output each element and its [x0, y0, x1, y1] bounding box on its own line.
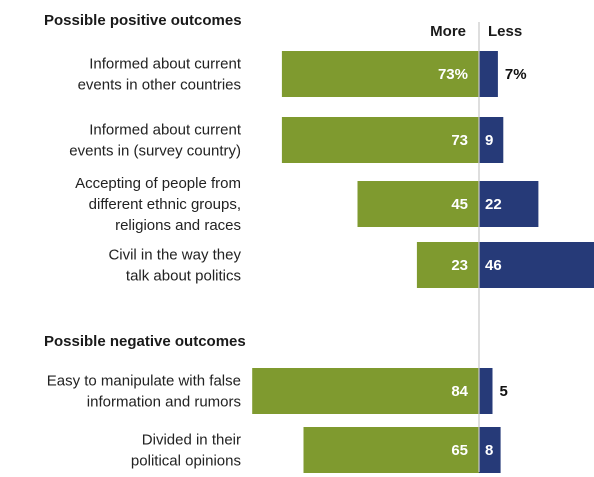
- category-label: events in (survey country): [69, 143, 241, 160]
- data-label-more: 73: [451, 132, 468, 149]
- category-label: different ethnic groups,: [89, 196, 241, 213]
- category-label: Easy to manipulate with false: [47, 373, 241, 390]
- category-label: religions and races: [115, 217, 241, 234]
- bar-more: [281, 51, 479, 97]
- data-label-less: 9: [485, 132, 493, 149]
- bar-less: [479, 117, 504, 163]
- bar-more: [416, 242, 479, 288]
- data-label-more: 45: [451, 196, 468, 213]
- bar-less: [479, 427, 501, 473]
- bar-less: [479, 368, 493, 414]
- bar-less: [479, 242, 594, 288]
- category-label: events in other countries: [78, 77, 241, 94]
- bar-less: [479, 51, 498, 97]
- bar-more: [252, 368, 479, 414]
- bar-less: [479, 181, 539, 227]
- data-label-more: 65: [451, 442, 468, 459]
- category-label: Civil in the way they: [108, 247, 241, 264]
- bar-more: [281, 117, 479, 163]
- section-title-1: Possible positive outcomes: [44, 12, 242, 29]
- data-label-less: 46: [485, 257, 502, 274]
- bar-more: [303, 427, 479, 473]
- data-label-less: 22: [485, 196, 502, 213]
- data-label-more: 23: [451, 257, 468, 274]
- category-label: Accepting of people from: [75, 175, 241, 192]
- category-label: talk about politics: [126, 268, 241, 285]
- column-header-less: Less: [488, 23, 522, 40]
- category-label: Divided in their: [142, 432, 241, 449]
- section-title-2: Possible negative outcomes: [44, 333, 246, 350]
- category-label: Informed about current: [89, 122, 242, 139]
- data-label-more: 73%: [438, 66, 468, 83]
- column-header-more: More: [430, 23, 466, 40]
- data-label-less: 7%: [505, 66, 527, 83]
- category-label: political opinions: [131, 453, 241, 470]
- bar-more: [357, 181, 479, 227]
- data-label-less: 8: [485, 442, 493, 459]
- data-label-less: 5: [500, 383, 508, 400]
- category-label: Informed about current: [89, 56, 242, 73]
- category-label: information and rumors: [87, 394, 241, 411]
- data-label-more: 84: [451, 383, 468, 400]
